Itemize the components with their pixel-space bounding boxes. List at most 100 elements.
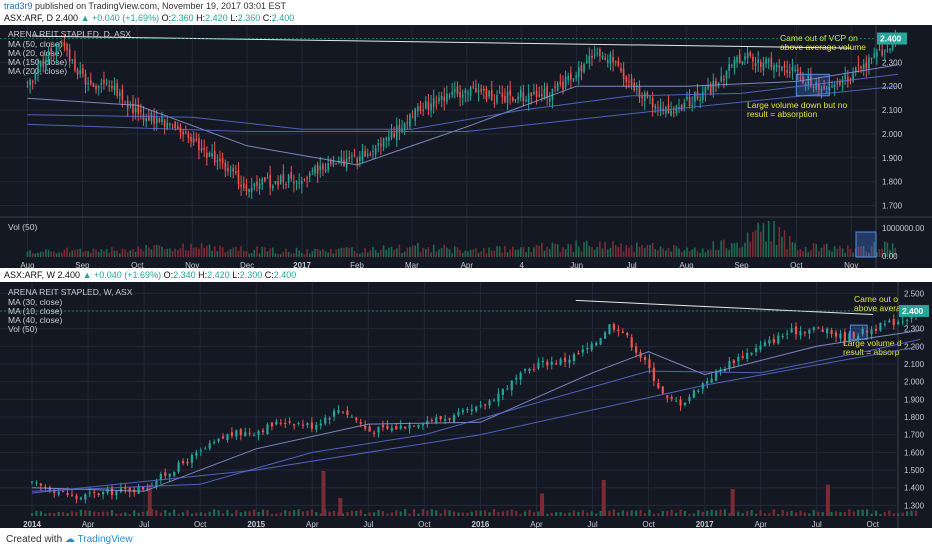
weekly-chart-panel[interactable]: ARENA REIT STAPLED, W, ASX MA (30, close… — [0, 282, 932, 530]
candle-body — [728, 361, 731, 369]
candle-body — [749, 52, 752, 57]
candle-body — [297, 422, 300, 424]
candle-body — [847, 76, 849, 83]
volume-bar — [221, 513, 225, 516]
candle-body — [195, 139, 198, 141]
volume-bar — [253, 509, 256, 516]
volume-bar — [31, 253, 34, 257]
candle-body — [672, 111, 675, 113]
y-tick-label: 2.200 — [904, 342, 925, 351]
volume-bar — [116, 250, 118, 257]
volume-bar — [570, 244, 572, 257]
volume-bar — [823, 244, 825, 257]
candle-body — [395, 125, 398, 140]
candle-body — [818, 83, 820, 90]
candle-body — [461, 94, 464, 98]
volume-bar — [504, 245, 506, 257]
volume-bar — [509, 249, 511, 257]
volume-bar — [66, 247, 68, 257]
weekly-chart[interactable]: ARENA REIT STAPLED, W, ASX MA (30, close… — [0, 282, 932, 530]
candle-body — [688, 97, 691, 107]
cloud-logo-icon[interactable]: ☁ — [64, 534, 75, 545]
volume-bar — [697, 509, 700, 516]
tradingview-link[interactable]: TradingView — [77, 534, 133, 545]
volume-bar — [581, 510, 584, 516]
candle-body — [496, 94, 498, 103]
volume-bar — [572, 510, 576, 516]
volume-bar — [248, 511, 251, 516]
candle-body — [830, 330, 833, 335]
candle-body — [730, 64, 733, 66]
volume-bar — [364, 247, 366, 257]
volume-bar — [338, 498, 343, 516]
candle-body — [834, 332, 838, 337]
volume-bar — [79, 248, 82, 257]
candle-body — [248, 432, 251, 434]
volume-bar — [203, 247, 206, 257]
x-tick-label: Mar — [405, 261, 419, 268]
volume-bar — [346, 511, 349, 516]
volume-bar — [164, 510, 167, 516]
x-tick-label: Oct — [790, 261, 803, 268]
candle-body — [593, 54, 596, 56]
candle-body — [564, 76, 567, 88]
volume-bar — [683, 250, 686, 257]
volume-bar — [555, 512, 558, 516]
candle-body — [47, 51, 50, 63]
open-key: O: — [163, 270, 174, 280]
candle-body — [577, 353, 580, 355]
candle-body — [654, 105, 657, 109]
candle-body — [759, 62, 762, 67]
candle-body — [266, 177, 269, 179]
volume-bar — [886, 242, 889, 257]
candle-body — [490, 89, 493, 100]
candle-body — [794, 326, 798, 335]
candle-body — [457, 411, 460, 416]
candle-body — [870, 329, 873, 335]
candle-body — [479, 405, 482, 407]
x-tick-label: Jun — [570, 261, 583, 268]
volume-bar — [106, 511, 109, 516]
daily-chart[interactable]: ARENA REIT STAPLED, D, ASX MA (50, close… — [0, 25, 932, 271]
volume-bar — [675, 512, 678, 516]
candle-body — [551, 88, 554, 100]
volume-bar — [190, 243, 192, 257]
candle-body — [55, 47, 58, 56]
candle-body — [50, 48, 53, 55]
volume-bar — [848, 509, 851, 516]
candle-body — [475, 406, 478, 411]
candle-body — [181, 461, 185, 464]
candle-body — [599, 338, 602, 345]
x-tick-label: Oct — [642, 520, 655, 528]
daily-chart-panel[interactable]: ARENA REIT STAPLED, D, ASX MA (50, close… — [0, 25, 932, 271]
volume-bar — [839, 245, 841, 257]
candle-body — [322, 164, 324, 170]
candle-body — [666, 395, 669, 398]
candle-body — [786, 70, 788, 73]
candle-body — [184, 131, 187, 133]
volume-bar — [150, 249, 153, 257]
volume-highlight-box — [855, 231, 877, 258]
candle-body — [493, 102, 496, 104]
candle-body — [271, 185, 274, 189]
volume-bar — [688, 251, 691, 257]
candle-body — [190, 455, 194, 463]
volume-bar — [345, 247, 348, 257]
candle-body — [169, 123, 171, 125]
volume-bar — [628, 247, 630, 257]
symbol-name: ASX:ARF, D — [4, 13, 54, 23]
publish-bar: trad3r9 published on TradingView.com, No… — [0, 0, 932, 12]
volume-bar — [221, 247, 224, 257]
publisher-username[interactable]: trad3r9 — [4, 1, 33, 11]
candle-body — [76, 69, 79, 75]
candle-body — [275, 421, 278, 425]
volume-bar — [253, 249, 256, 257]
volume-bar — [572, 251, 575, 257]
volume-bar — [480, 251, 482, 257]
x-tick-label: 2015 — [247, 520, 265, 528]
volume-bar — [390, 512, 393, 516]
volume-bar — [675, 246, 678, 257]
volume-bar — [781, 509, 784, 516]
volume-bar — [551, 242, 554, 257]
candle-body — [683, 402, 687, 406]
